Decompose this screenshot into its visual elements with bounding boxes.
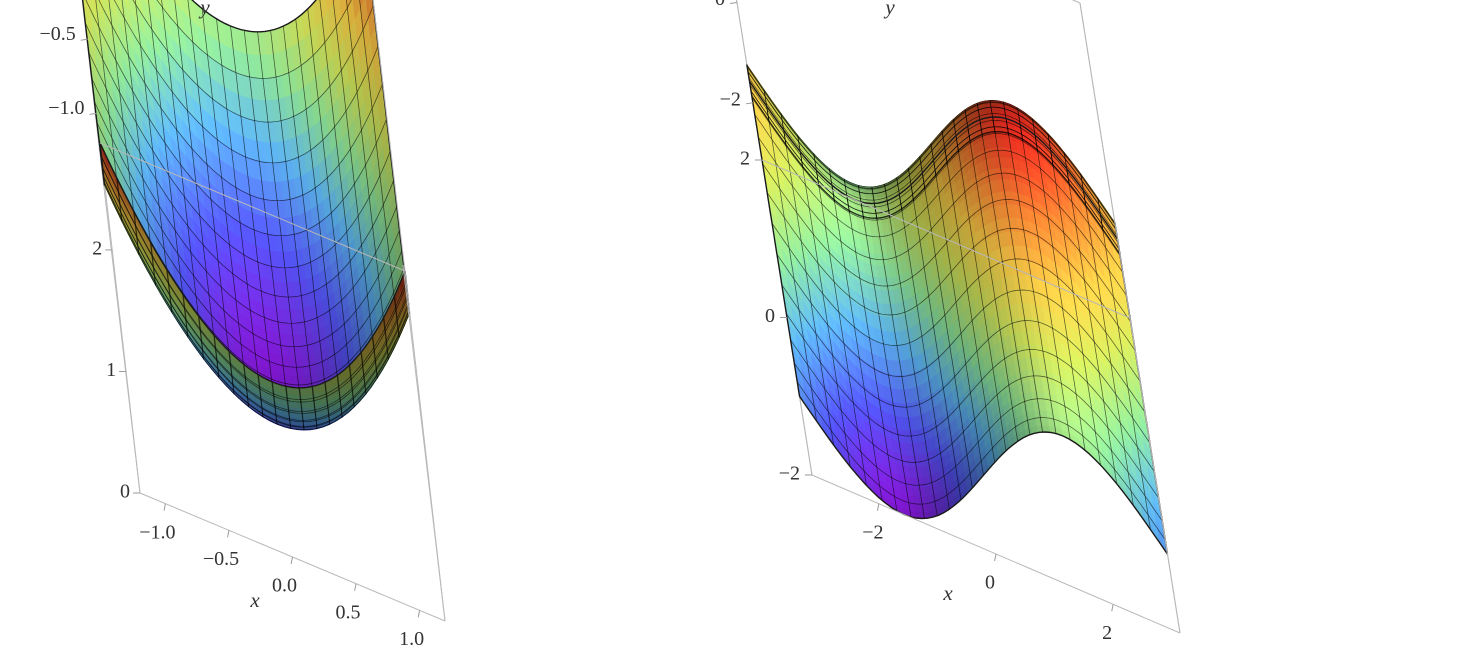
x-tick-label: 0.0 <box>272 575 297 597</box>
x-tick-label: 1.0 <box>399 628 424 650</box>
x-tick-label: −0.5 <box>203 548 239 570</box>
surface-patch <box>299 387 308 396</box>
y-tick-label: −0.5 <box>39 23 75 45</box>
surface-patch <box>865 193 873 199</box>
surface-patch <box>302 412 310 419</box>
surface-patch <box>300 394 309 403</box>
tick-mark <box>354 583 357 591</box>
tick-mark <box>227 530 230 538</box>
y-tick-label: −1.0 <box>48 97 84 119</box>
tick-mark <box>290 556 293 565</box>
y-axis-label: y <box>198 0 210 19</box>
surface <box>82 0 410 431</box>
box-edge <box>99 142 141 494</box>
x-axis-label: x <box>249 588 260 612</box>
z-tick-label: 1 <box>106 359 116 381</box>
surface-patch <box>301 407 310 414</box>
x-tick-label: −1.0 <box>139 521 175 543</box>
surface-patch <box>302 417 311 423</box>
surface-patch <box>300 401 309 409</box>
z-tick-label: 2 <box>92 238 102 260</box>
box-edge <box>1071 0 1081 4</box>
tick-mark <box>163 503 166 511</box>
z-tick-label: 0 <box>120 481 130 503</box>
box-edge <box>404 270 446 622</box>
tick-mark <box>417 610 421 618</box>
x-tick-label: 0.5 <box>336 601 361 623</box>
